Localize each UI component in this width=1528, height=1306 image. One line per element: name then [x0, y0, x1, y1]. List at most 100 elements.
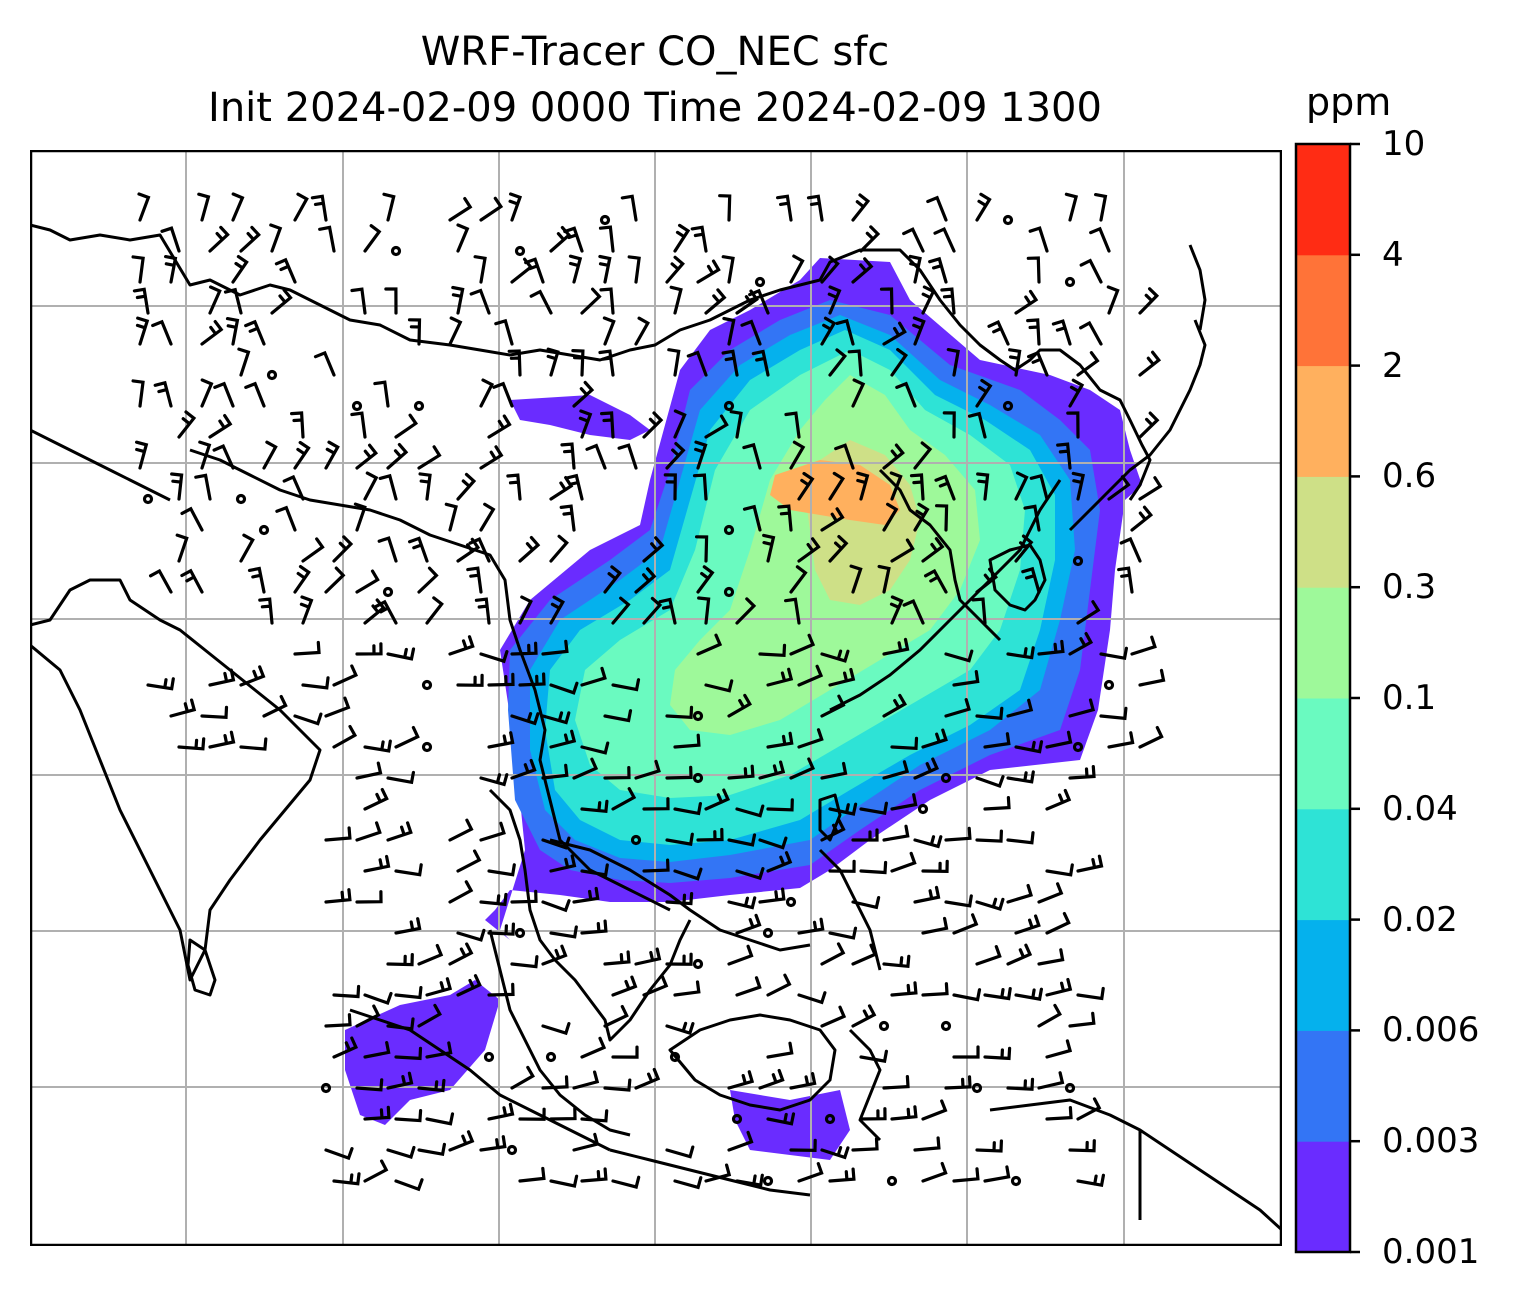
- wind-barb: [598, 349, 615, 377]
- calm-wind-marker: [692, 710, 704, 722]
- wind-barb: [940, 287, 956, 315]
- wind-barb: [882, 693, 907, 718]
- wind-barb: [1068, 765, 1096, 780]
- wind-barb: [1079, 258, 1103, 284]
- calm-wind-marker: [545, 1051, 557, 1063]
- wind-barb: [247, 566, 266, 594]
- calm-wind-marker: [692, 772, 704, 784]
- wind-barb: [394, 917, 422, 935]
- wind-barb: [1076, 854, 1104, 873]
- wind-barb: [324, 826, 352, 842]
- wind-barb: [479, 892, 508, 907]
- wind-barb: [492, 381, 514, 408]
- wind-barb: [394, 413, 419, 439]
- wind-barb: [146, 677, 175, 691]
- wind-barb: [1107, 475, 1131, 501]
- wind-barb: [908, 254, 922, 284]
- wind-barb: [827, 285, 842, 315]
- wind-barb: [153, 380, 173, 408]
- wind-barb: [721, 255, 735, 284]
- wind-barb: [580, 741, 610, 755]
- wind-barb: [448, 197, 473, 222]
- wind-barb: [131, 379, 145, 408]
- wind-barbs: [131, 192, 1166, 1192]
- wind-barb: [332, 1036, 359, 1059]
- wind-barb: [928, 256, 948, 284]
- wind-barb: [735, 804, 765, 818]
- wind-barb: [1064, 192, 1079, 222]
- wind-barb: [417, 1078, 446, 1093]
- wind-barb: [456, 974, 482, 997]
- wind-barb: [598, 225, 615, 253]
- wind-barb: [275, 505, 297, 532]
- wind-barb: [890, 793, 918, 811]
- wind-barb: [208, 730, 236, 749]
- wind-barb: [208, 225, 230, 253]
- wind-barb: [479, 445, 504, 470]
- colorbar-tick-label: 0.003: [1382, 1121, 1480, 1162]
- wind-barb: [466, 566, 483, 594]
- wind-barb: [784, 597, 801, 625]
- wind-barb: [350, 287, 367, 315]
- wind-barb: [834, 443, 855, 470]
- wind-barb: [417, 1003, 442, 1028]
- wind-barb: [890, 851, 917, 873]
- wind-barb: [856, 471, 870, 501]
- wind-barb: [541, 1075, 569, 1090]
- wind-barb: [223, 287, 243, 315]
- wind-barb: [1138, 668, 1166, 687]
- wind-barb: [882, 502, 899, 532]
- wind-barb: [262, 694, 288, 718]
- wind-barb: [386, 443, 409, 470]
- wind-barb: [828, 859, 856, 873]
- wind-barb: [474, 597, 491, 625]
- wind-barb: [1068, 698, 1096, 718]
- wind-barb: [549, 1174, 579, 1188]
- wind-barb: [828, 802, 858, 816]
- wind-barb: [1026, 256, 1041, 284]
- wind-barb: [231, 192, 245, 222]
- wind-barb: [132, 287, 150, 315]
- wind-barb: [944, 649, 974, 663]
- coastline-java: [609, 1148, 811, 1197]
- wind-barb: [820, 316, 837, 346]
- colorbar-tick-label: 4: [1382, 234, 1404, 275]
- wind-barb: [444, 502, 458, 532]
- calm-wind-marker: [258, 524, 270, 536]
- wind-barb: [820, 818, 846, 842]
- wind-barb: [1037, 639, 1065, 656]
- wind-barb: [479, 196, 504, 222]
- wind-barb: [448, 316, 463, 346]
- wind-barb: [282, 474, 305, 501]
- wind-barb: [549, 854, 577, 873]
- wind-barb: [355, 1078, 384, 1092]
- wind-barb: [952, 988, 982, 1002]
- border-central-asia: [30, 223, 1152, 501]
- wind-barb: [1130, 635, 1157, 656]
- wind-barb: [363, 1159, 389, 1183]
- wind-barb: [859, 1049, 888, 1063]
- wind-barb: [758, 836, 788, 850]
- wind-barb: [611, 1045, 639, 1059]
- wind-barb: [386, 821, 413, 842]
- wind-barb: [355, 642, 383, 656]
- wind-barb: [324, 1147, 354, 1161]
- wind-barb: [568, 254, 583, 284]
- wind-barb: [673, 733, 701, 749]
- wind-barb: [293, 440, 311, 470]
- calm-wind-marker: [1072, 741, 1084, 753]
- wind-barb: [324, 566, 346, 594]
- wind-barb: [642, 596, 663, 625]
- colorbar-band: [1296, 365, 1350, 477]
- wind-barb: [541, 639, 569, 656]
- calm-wind-marker: [723, 586, 735, 598]
- wind-barb: [180, 506, 204, 532]
- wind-barb: [1079, 320, 1103, 346]
- map-title-line1: WRF-Tracer CO_NEC sfc: [420, 29, 890, 75]
- wind-barb: [820, 507, 845, 532]
- wind-barb: [751, 349, 770, 377]
- calm-wind-marker: [320, 1082, 332, 1094]
- wind-barb: [518, 536, 541, 563]
- wind-barb: [1094, 193, 1108, 222]
- wind-barb: [877, 564, 891, 594]
